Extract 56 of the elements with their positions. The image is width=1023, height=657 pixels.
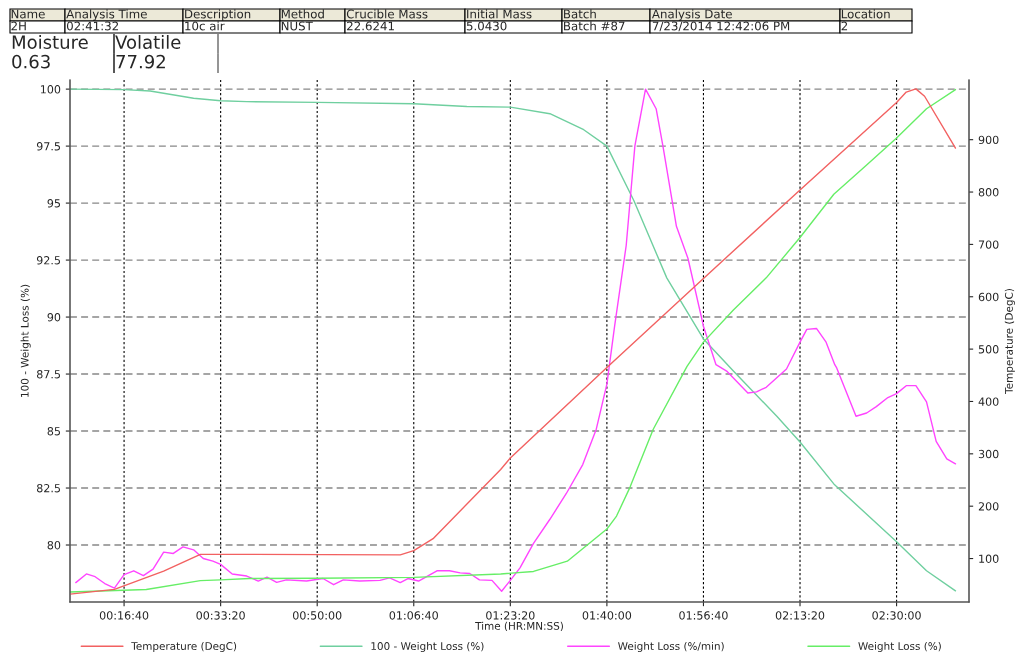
y2-tick-label: 400 (978, 397, 999, 406)
y2-tick-label: 900 (978, 135, 999, 145)
x-tick-label: 01:40:00 (582, 611, 632, 620)
text: Initial Mass (467, 9, 532, 19)
x-tick-label: 01:23:20 (486, 611, 535, 620)
y2-axis-title: Temperature (DegC) (1004, 289, 1015, 394)
legend-label: Temperature (DegC) (131, 641, 237, 653)
text: Batch #87 (564, 21, 625, 31)
text: 22.6241 (347, 21, 394, 31)
text: 5.0430 (466, 21, 507, 31)
legend-label: 100 - Weight Loss (%) (371, 641, 484, 653)
y2-tick-label: 700 (978, 240, 999, 249)
legend-label: Weight Loss (%) (858, 641, 941, 653)
x-axis-title: Time (HR:MN:SS) (475, 621, 563, 632)
text: Moisture (12, 35, 88, 49)
x-tick-label: 01:06:40 (389, 611, 438, 620)
x-tick-label: 00:33:20 (196, 611, 245, 620)
text: Analysis Date (651, 9, 732, 21)
y2-tick-label: 600 (978, 292, 999, 302)
x-tick-label: 00:50:00 (292, 611, 342, 620)
text: Description (185, 9, 251, 21)
text: 7/23/2014 12:42:06 PM (652, 21, 790, 32)
text: Batch (564, 9, 596, 19)
y-tick-label: 87.5 (36, 370, 60, 379)
y-tick-label: 85 (47, 427, 60, 436)
text: 0.63 (12, 54, 50, 69)
y-tick-label: 80 (47, 540, 61, 550)
y2-tick-label: 200 (978, 502, 999, 511)
text: 2 (841, 21, 848, 31)
y-axis-title: 100 - Weight Loss (%) (20, 284, 31, 397)
x-tick-label: 02:13:20 (775, 611, 825, 620)
y-tick-label: 100 (40, 85, 61, 94)
text: Method (281, 9, 324, 19)
text: 10c air (185, 21, 225, 31)
x-tick-label: 00:16:40 (99, 611, 149, 620)
text: Volatile (115, 35, 181, 49)
y2-tick-label: 100 (979, 554, 999, 563)
y-tick-label: 92.5 (36, 256, 60, 265)
y2-tick-label: 300 (978, 449, 999, 459)
y2-tick-label: 800 (978, 188, 999, 197)
legend-label: Weight Loss (%/min) (618, 641, 724, 653)
y-tick-label: 95 (47, 199, 60, 208)
text: Analysis Time (66, 9, 147, 21)
y-tick-label: 90 (47, 313, 61, 322)
y2-tick-label: 500 (978, 345, 999, 354)
text: 77.92 (116, 54, 165, 69)
text: Location (841, 9, 890, 19)
text: 02:41:32 (66, 21, 119, 31)
text: Crucible Mass (346, 9, 428, 19)
x-tick-label: 02:30:00 (872, 611, 921, 620)
text: 2H (11, 21, 26, 31)
text: Name (11, 9, 45, 19)
y-tick-label: 82.5 (36, 484, 60, 493)
y-tick-label: 97.5 (36, 142, 60, 151)
x-tick-label: 01:56:40 (679, 611, 728, 620)
text: NUST (281, 21, 313, 31)
